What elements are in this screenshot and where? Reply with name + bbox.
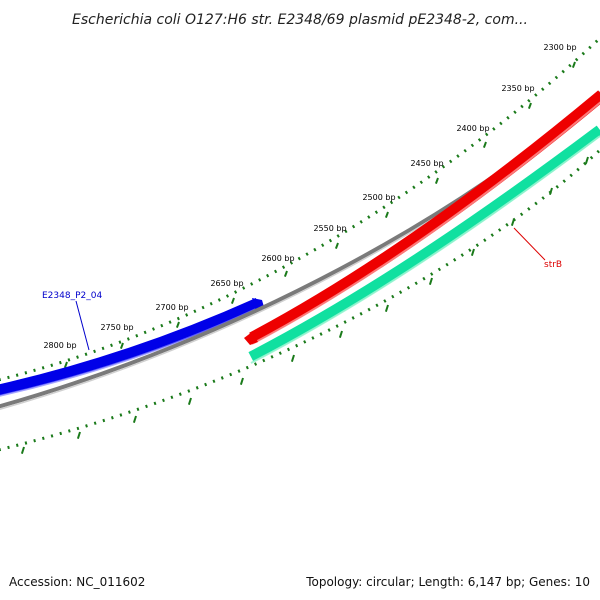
inner-ticks-7 [384,304,389,312]
tick-label-8: 2700 bp [155,303,188,312]
outer-ticks-10 [63,361,68,368]
tick-label-5: 2550 bp [313,224,346,233]
accession-text: Accession: NC_011602 [9,575,146,589]
inner-ticks-12 [584,156,589,164]
outer-ticks-2 [482,141,487,148]
inner-ticks-4 [239,377,244,385]
tick-label-1: 2350 bp [501,84,534,93]
tick-label-9: 2750 bp [100,323,133,332]
inner-ticks-8 [428,277,433,285]
tick-label-10: 2800 bp [43,341,76,350]
inner-ticks-10 [510,218,515,226]
outer-ticks-4 [384,211,389,218]
outer-ticks-0 [571,61,576,68]
outer-ticks-3 [434,177,439,184]
gene-name-E2348_P2_04[interactable]: E2348_P2_04 [42,291,102,301]
gene-E2348_P2_04-body[interactable] [0,297,261,396]
gene-strB-red-body[interactable] [249,90,600,344]
gene-strB-green[interactable] [248,125,600,364]
gene-strB-green-body[interactable] [248,125,600,362]
tick-label-0: 2300 bp [543,43,576,52]
map-title: Escherichia coli O127:H6 str. E2348/69 p… [72,12,528,28]
outer-ticks-8 [175,321,180,328]
outer-ticks-1 [527,102,532,109]
gene-E2348_P2_04[interactable] [0,297,264,398]
inner-ticks-11 [548,187,553,195]
inner-tick-marks [20,156,589,454]
gene-strB-red[interactable] [244,90,600,345]
tick-label-4: 2500 bp [362,193,395,202]
leader-line-E2348_P2_04 [75,300,90,351]
gene-name-strB[interactable]: strB [544,260,562,270]
outer-tick-marks [63,61,576,368]
leader-line-strB [513,227,546,261]
outer-ticks-7 [230,297,235,304]
inner-ticks-1 [76,431,81,439]
outer-ticks-5 [334,242,339,249]
tick-label-3: 2450 bp [410,159,443,168]
inner-ticks-2 [132,415,137,423]
gene-label-strB[interactable]: strB [513,227,562,270]
inner-ticks-0 [20,446,25,454]
summary-text: Topology: circular; Length: 6,147 bp; Ge… [306,575,590,589]
outer-ticks-6 [283,270,288,277]
inner-ticks-5 [290,354,295,362]
tick-labels: 2300 bp 2350 bp 2400 bp 2450 bp 2500 bp 2550 … [43,43,576,350]
tick-label-2: 2400 bp [456,124,489,133]
tick-label-6: 2600 bp [261,254,294,263]
outer-ticks-9 [119,342,124,349]
inner-ticks-9 [470,248,475,256]
inner-ticks-6 [338,330,343,338]
gene-label-E2348_P2_04[interactable]: E2348_P2_04 [42,291,102,351]
inner-ticks-3 [187,397,192,405]
tick-label-7: 2650 bp [210,279,243,288]
